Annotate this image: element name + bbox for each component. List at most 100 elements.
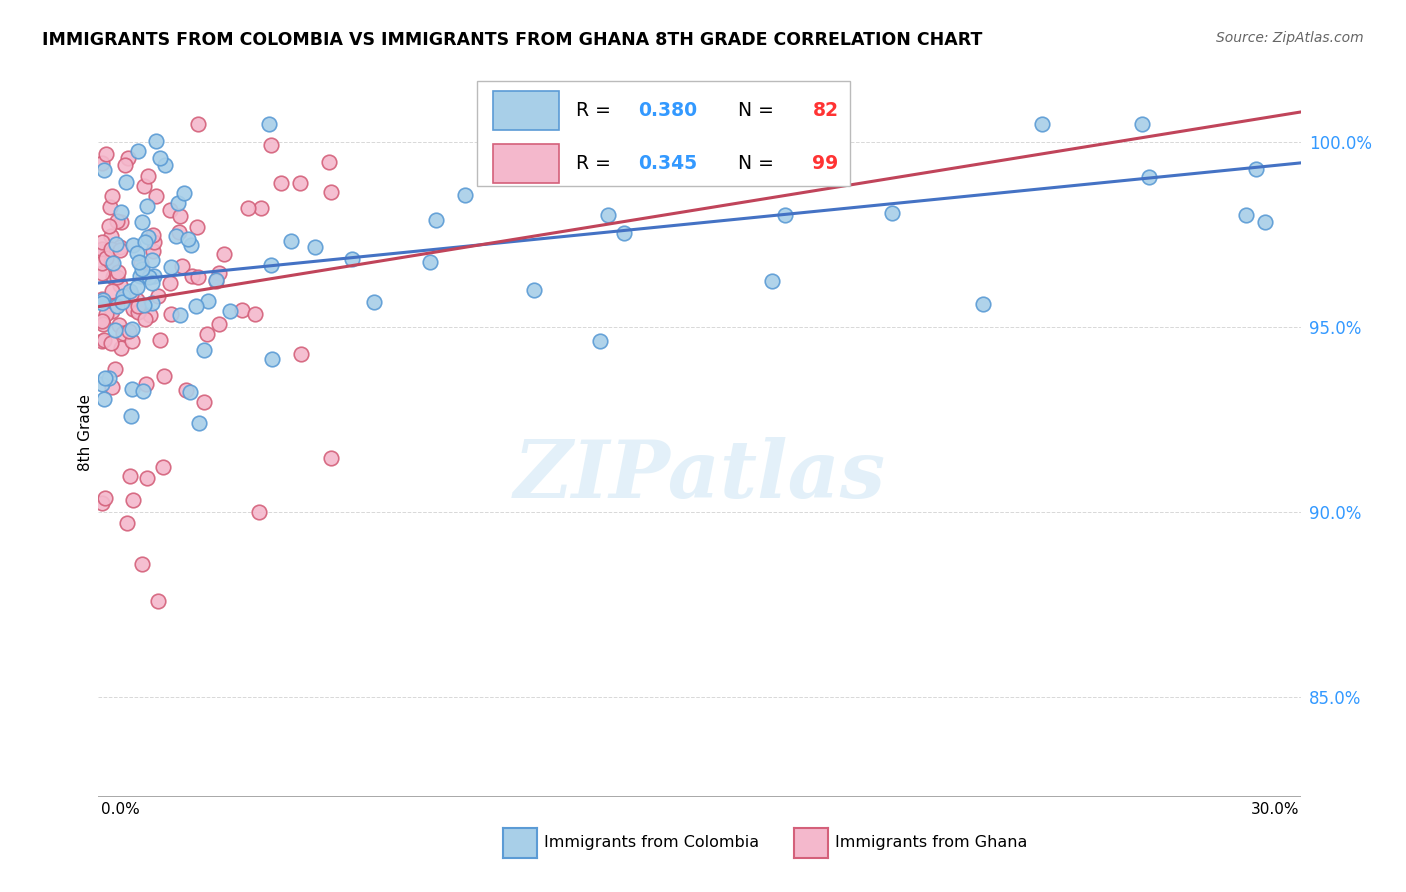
Point — [132, 384, 155, 399]
Point — [318, 154, 340, 169]
Point — [121, 492, 143, 507]
Point — [107, 264, 129, 278]
Point — [167, 225, 190, 239]
Point — [247, 505, 270, 519]
Point — [108, 243, 131, 257]
Point — [111, 295, 134, 310]
FancyBboxPatch shape — [492, 91, 558, 130]
Point — [149, 333, 172, 347]
Point — [100, 242, 122, 256]
Point — [110, 240, 132, 254]
Point — [167, 196, 190, 211]
Point — [105, 214, 128, 228]
Point — [117, 516, 139, 530]
Point — [523, 283, 546, 297]
Point — [703, 143, 725, 157]
Point — [104, 236, 127, 251]
Point — [208, 266, 231, 280]
Point — [108, 318, 131, 333]
Point — [193, 343, 215, 358]
Point — [159, 276, 181, 290]
Point — [212, 246, 235, 260]
FancyBboxPatch shape — [477, 81, 849, 186]
Point — [91, 296, 114, 310]
Point — [598, 117, 620, 131]
FancyBboxPatch shape — [492, 144, 558, 183]
Point — [165, 228, 187, 243]
Point — [169, 209, 191, 223]
Text: R =: R = — [575, 101, 617, 120]
Point — [205, 273, 228, 287]
Point — [110, 341, 132, 355]
Point — [105, 299, 128, 313]
Point — [94, 307, 117, 321]
Point — [101, 189, 124, 203]
Point — [260, 137, 283, 152]
Point — [972, 296, 994, 310]
Text: 99: 99 — [813, 153, 839, 173]
Point — [100, 255, 122, 269]
Point — [104, 323, 127, 337]
Point — [101, 270, 124, 285]
Point — [340, 252, 363, 266]
Point — [93, 333, 115, 347]
Point — [207, 317, 229, 331]
Point — [101, 379, 124, 393]
Point — [132, 178, 155, 193]
Point — [97, 371, 120, 385]
Point — [94, 251, 117, 265]
Text: IMMIGRANTS FROM COLOMBIA VS IMMIGRANTS FROM GHANA 8TH GRADE CORRELATION CHART: IMMIGRANTS FROM COLOMBIA VS IMMIGRANTS F… — [42, 31, 983, 49]
Point — [121, 322, 143, 336]
Point — [145, 134, 167, 148]
Point — [111, 289, 134, 303]
Point — [173, 186, 195, 201]
Point — [129, 268, 152, 283]
Point — [197, 326, 219, 341]
Point — [128, 304, 150, 318]
Point — [125, 293, 148, 307]
Point — [117, 151, 139, 165]
Point — [136, 199, 159, 213]
Point — [98, 200, 121, 214]
Point — [249, 201, 271, 215]
Point — [288, 176, 311, 190]
Point — [145, 189, 167, 203]
Point — [180, 237, 202, 252]
Y-axis label: 8th Grade: 8th Grade — [77, 394, 93, 471]
Point — [135, 470, 157, 484]
Point — [121, 334, 143, 349]
Point — [1137, 169, 1160, 184]
Point — [132, 268, 155, 283]
Point — [100, 336, 122, 351]
Point — [260, 258, 283, 272]
Point — [114, 175, 136, 189]
Point — [186, 220, 208, 235]
Point — [589, 334, 612, 348]
Text: Immigrants from Colombia: Immigrants from Colombia — [544, 836, 759, 850]
Point — [143, 268, 166, 283]
Point — [613, 226, 636, 240]
Point — [159, 202, 181, 217]
Point — [112, 326, 135, 340]
Point — [176, 232, 198, 246]
Text: R =: R = — [575, 153, 617, 173]
Point — [118, 325, 141, 339]
Point — [97, 219, 120, 233]
Point — [118, 284, 141, 298]
Point — [148, 289, 170, 303]
Point — [131, 262, 153, 277]
Point — [100, 228, 122, 243]
Point — [160, 260, 183, 275]
Point — [131, 215, 153, 229]
Point — [118, 468, 141, 483]
Point — [91, 292, 114, 306]
Point — [419, 255, 441, 269]
Point — [101, 284, 124, 298]
Point — [596, 207, 619, 221]
Point — [139, 308, 162, 322]
Point — [105, 270, 128, 285]
Point — [94, 370, 117, 384]
Text: N =: N = — [725, 153, 780, 173]
Point — [108, 278, 131, 293]
Point — [187, 269, 209, 284]
